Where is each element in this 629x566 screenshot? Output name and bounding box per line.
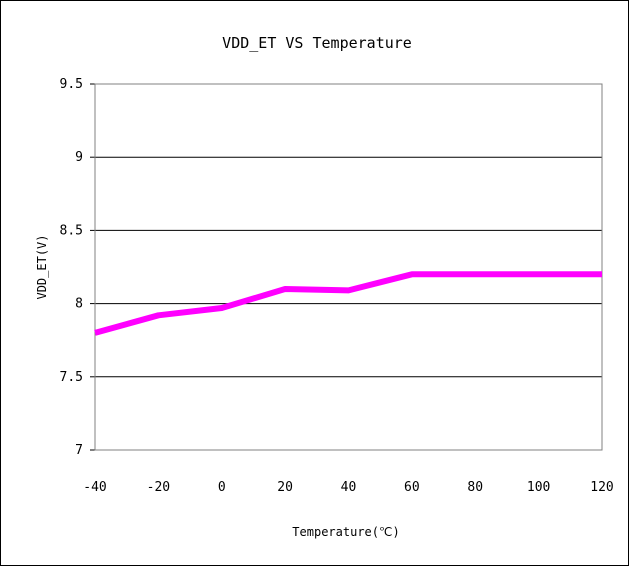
series-group: [94, 271, 602, 336]
x-tick-label: -20: [147, 480, 170, 495]
x-tick-label: 20: [277, 480, 293, 495]
x-tick-label: 100: [527, 480, 550, 495]
gridlines: [90, 83, 602, 451]
plot-area: [94, 83, 603, 451]
series-line: [94, 271, 602, 336]
y-tick-label: 7.5: [60, 370, 83, 385]
x-axis-label: Temperature(℃): [292, 525, 399, 539]
y-axis-label: VDD_ET(V): [35, 234, 49, 299]
x-tick-label: 80: [467, 480, 483, 495]
x-tick-labels: -40 -20 0 20 40 60 80 100 120: [83, 480, 613, 495]
y-tick-label: 9: [75, 150, 83, 165]
y-tick-label: 8: [75, 297, 83, 312]
y-tick-labels: 7 7.5 8 8.5 9 9.5: [60, 77, 83, 458]
x-tick-label: 40: [341, 480, 357, 495]
x-tick-label: 60: [404, 480, 420, 495]
x-tick-label: 120: [590, 480, 613, 495]
y-tick-label: 9.5: [60, 77, 83, 92]
y-tick-label: 8.5: [60, 223, 83, 238]
chart-title: VDD_ET VS Temperature: [222, 34, 412, 52]
y-tick-label: 7: [75, 443, 83, 458]
x-tick-label: 0: [218, 480, 226, 495]
x-tick-label: -40: [83, 480, 106, 495]
